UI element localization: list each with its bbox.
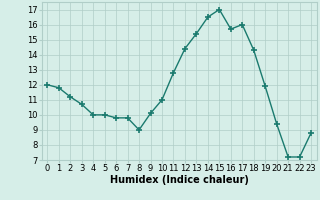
X-axis label: Humidex (Indice chaleur): Humidex (Indice chaleur): [110, 175, 249, 185]
